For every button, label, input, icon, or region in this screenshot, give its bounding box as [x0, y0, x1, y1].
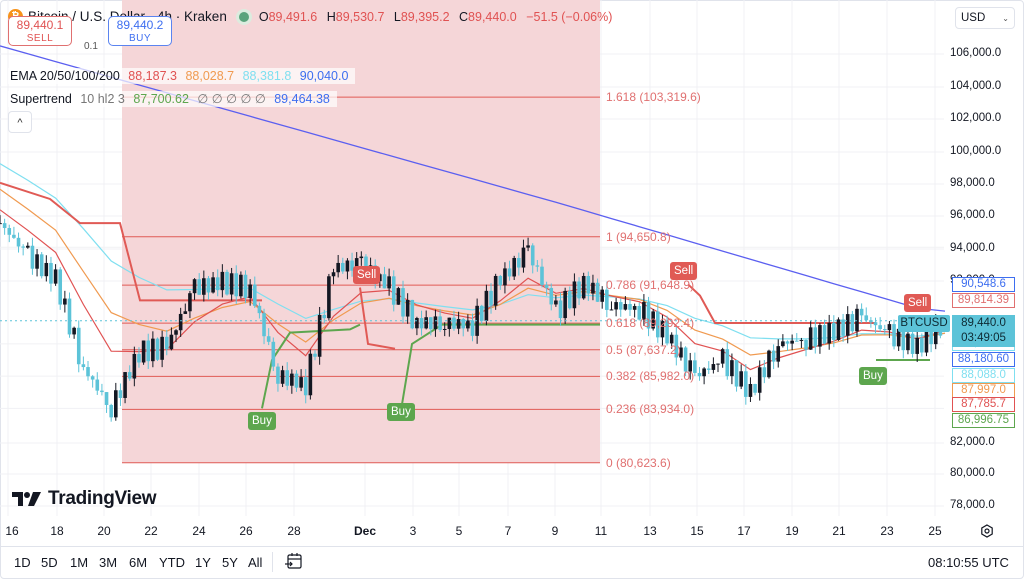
time-axis-label: 7	[504, 524, 512, 538]
current-price-tag: 89,440.0 03:49:05	[952, 315, 1015, 347]
time-axis-label: 3	[409, 524, 417, 538]
sell-signal-label: Sell	[670, 262, 698, 280]
symbol-header: ₿ Bitcoin / U.S. Dollar · 4h · Kraken O8…	[8, 9, 612, 24]
time-axis-label: 18	[50, 524, 64, 538]
ema-legend[interactable]: EMA 20/50/100/200 88,187.3 88,028.7 88,3…	[8, 68, 360, 84]
time-axis-label: 13	[643, 524, 657, 538]
price-axis-label: 106,000.0	[950, 47, 1002, 59]
ema100-line	[0, 163, 946, 340]
ema200-line	[0, 45, 946, 312]
tradingview-logo[interactable]: TradingView	[12, 488, 157, 510]
time-axis-label: 25	[928, 524, 942, 538]
time-axis-label: 5	[455, 524, 463, 538]
fib-level-label: 0 (80,623.6)	[606, 455, 671, 470]
price-axis-label: 96,000.0	[950, 209, 995, 221]
range-button-ytd[interactable]: YTD	[159, 555, 185, 570]
buy-signal-label: Buy	[859, 367, 887, 385]
buy-button[interactable]: 89,440.2 BUY	[108, 16, 172, 46]
time-axis-label: 16	[5, 524, 19, 538]
fib-level-label: 1.618 (103,319.6)	[606, 90, 701, 105]
spread-value: 0.1	[84, 41, 98, 52]
indicator-price-tag: 87,785.7	[952, 397, 1015, 412]
bottom-toolbar	[0, 546, 1024, 579]
time-axis-label: 22	[144, 524, 158, 538]
sell-button[interactable]: 89,440.1 SELL	[8, 16, 72, 46]
price-axis-label: 100,000.0	[950, 145, 1002, 157]
supertrend-legend[interactable]: Supertrend 10 hl2 3 87,700.62 ∅ ∅ ∅ ∅ ∅ …	[8, 91, 342, 107]
buy-signal-label: Buy	[387, 403, 415, 421]
sell-signal-label: Sell	[904, 294, 932, 312]
toolbar-divider	[272, 552, 273, 572]
time-axis-label: 19	[785, 524, 799, 538]
fib-level-label: 0.5 (87,637.2)	[606, 342, 681, 357]
currency-select[interactable]: USD ⌄	[955, 7, 1015, 29]
range-button-5y[interactable]: 5Y	[222, 555, 238, 570]
fib-level-label: 1 (94,650.8)	[606, 229, 671, 244]
market-status-icon	[238, 11, 249, 22]
chevron-up-icon: ^	[17, 117, 23, 129]
collapse-legend-button[interactable]: ^	[8, 111, 32, 133]
ohlc-values: O89,491.6 H89,530.7 L89,395.2 C89,440.0 …	[258, 9, 613, 24]
time-axis-label: 9	[551, 524, 559, 538]
range-button-1d[interactable]: 1D	[14, 555, 31, 570]
indicator-price-tag: 88,088.0	[952, 368, 1015, 383]
price-axis-label: 78,000.0	[950, 499, 995, 511]
chevron-down-icon: ⌄	[1002, 14, 1009, 23]
utc-clock[interactable]: 08:10:55 UTC	[928, 555, 1009, 570]
sell-signal-label: Sell	[353, 266, 381, 284]
supertrend-up-line	[261, 323, 361, 409]
range-button-6m[interactable]: 6M	[129, 555, 148, 570]
price-axis-label: 80,000.0	[950, 467, 995, 479]
price-axis-label: 102,000.0	[950, 112, 1002, 124]
price-axis-label: 94,000.0	[950, 242, 995, 254]
time-axis-label: 21	[832, 524, 846, 538]
axis-settings-icon[interactable]	[980, 524, 994, 538]
fib-level-label: 0.618 (89,292.4)	[606, 316, 695, 331]
range-button-3m[interactable]: 3M	[99, 555, 118, 570]
range-button-all[interactable]: All	[248, 555, 263, 570]
time-axis-label: 15	[690, 524, 704, 538]
supertrend-down-line	[0, 181, 262, 302]
price-axis-label: 82,000.0	[950, 436, 995, 448]
indicator-price-tag: 90,548.6	[952, 277, 1015, 292]
symbol-price-tag: BTCUSD	[898, 315, 950, 332]
tradingview-icon	[12, 492, 41, 506]
time-axis-label: 17	[737, 524, 751, 538]
range-button-1m[interactable]: 1M	[70, 555, 89, 570]
time-axis-label: Dec	[353, 524, 377, 538]
indicator-price-tag: 88,180.60	[952, 352, 1015, 367]
go-to-date-icon[interactable]	[284, 551, 304, 571]
time-axis-label: 11	[594, 524, 608, 538]
indicator-price-tag: 87,997.0	[952, 383, 1015, 398]
range-button-5d[interactable]: 5D	[41, 555, 58, 570]
time-axis-label: 26	[239, 524, 253, 538]
buy-signal-label: Buy	[248, 412, 276, 430]
price-axis-label: 104,000.0	[950, 80, 1002, 92]
range-button-1y[interactable]: 1Y	[195, 555, 211, 570]
time-axis-label: 23	[880, 524, 894, 538]
price-change: −51.5 (−0.06%)	[526, 9, 613, 24]
price-axis-label: 98,000.0	[950, 177, 995, 189]
time-axis-label: 24	[192, 524, 206, 538]
fib-level-label: 0.236 (83,934.0)	[606, 402, 695, 417]
bar-countdown: 03:49:05	[961, 332, 1006, 344]
fib-level-label: 0.382 (85,982.0)	[606, 369, 695, 384]
time-axis-label: 28	[287, 524, 301, 538]
indicator-price-tag: 89,814.39	[952, 293, 1015, 308]
fib-level-label: 0.786 (91,648.9)	[606, 278, 695, 293]
indicator-price-tag: 86,996.75	[952, 413, 1015, 428]
time-axis-label: 20	[97, 524, 111, 538]
